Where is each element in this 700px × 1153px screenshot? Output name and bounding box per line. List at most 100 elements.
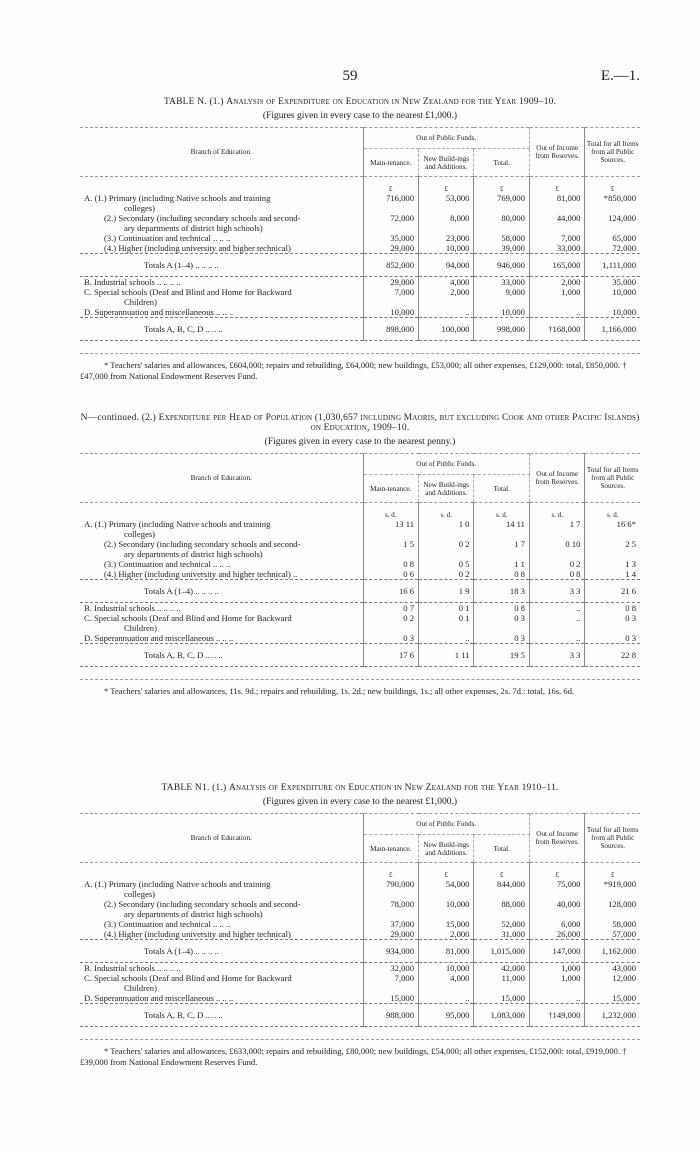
cell-value: 1,015,000 [473,939,530,963]
cell-value: .. [528,993,585,1004]
row-label-continuation: ary departments of district high schools… [124,549,263,559]
cell-value: 94,000 [417,253,474,277]
cell-value: 0 3 [473,613,530,633]
data-table: Branch of Education. Out of Public Funds.… [80,453,640,667]
cell-value: 1 7 [528,519,585,539]
row-label-continuation: Children) [124,983,157,993]
cell-value: 0 6 [362,569,419,580]
cell-value: 10,000 [362,307,419,318]
table-n-continued-section: N—continued. (2.) Expenditure per Head o… [80,413,640,697]
header-maintenance: Main-tenance. [362,148,419,177]
table-row: C. Special schools (Deaf and Blind and H… [80,973,640,993]
header-public-funds: Out of Public Funds. [362,127,530,149]
totals-row: Totals A (1–4) .. .. .. .. 852,000 94,000 9… [80,253,640,277]
row-label-continuation: colleges) [124,529,156,539]
table-row: (2.) Secondary (including secondary scho… [80,899,640,919]
row-label: (4.) Higher (including university and hi… [80,929,363,940]
unit-cell: £ [473,862,530,879]
cell-value: 844,000 [473,879,530,899]
unit-cell: £ [417,176,474,193]
cell-value: 31,000 [473,929,530,940]
cell-value: 32,000 [362,962,419,973]
cell-value: 1 5 [362,539,419,559]
cell-value: 124,000 [584,213,640,233]
cell-value: 58,000 [473,233,530,243]
table-row: (4.) Higher (including university and hi… [80,243,640,254]
cell-value: 33,000 [473,276,530,287]
cell-value: .. [528,633,585,644]
header-new-buildings: New Build-ings and Additions. [417,834,474,863]
row-label-text: (3.) Continuation and technical .. .. .. [104,919,231,929]
table-row: (4.) Higher (including university and hi… [80,569,640,580]
row-label: (3.) Continuation and technical .. .. .. [80,559,363,569]
table-row: B. Industrial schools .. .. .. .. 29,000 4… [80,276,640,287]
row-label: C. Special schools (Deaf and Blind and H… [80,973,363,993]
cell-value: 29,000 [362,929,419,940]
unit-cell: s. d. [362,502,419,519]
header-total-all: Total for all Items from all Public Sour… [584,813,640,863]
table-row: D. Superannuation and miscellaneous .. .… [80,633,640,644]
row-label-text: (3.) Continuation and technical .. .. .. [104,559,231,569]
footnote: * Teachers' salaries and allowances, £60… [80,353,640,382]
cell-value: 33,000 [528,243,585,254]
cell-value: 37,000 [362,919,419,929]
row-label-text: C. Special schools (Deaf and Blind and H… [84,973,292,983]
unit-cell: £ [362,176,419,193]
totals-row: Totals A, B, C, D .. .. .. 988,000 95,000 1… [80,1003,640,1027]
cell-value: 0 2 [528,559,585,569]
cell-value: 0 5 [417,559,474,569]
row-label: A. (1.) Primary (including Native school… [80,519,363,539]
row-label: (2.) Secondary (including secondary scho… [80,213,363,233]
header-branch: Branch of Education. [190,834,252,842]
cell-value: 0 1 [417,602,474,613]
cell-value: 1 4 [584,569,640,580]
row-label: (4.) Higher (including university and hi… [80,243,363,254]
cell-value: 21 6 [584,579,640,603]
cell-value: 898,000 [362,317,419,341]
cell-value: 52,000 [473,919,530,929]
table-row: C. Special schools (Deaf and Blind and H… [80,287,640,307]
cell-value: 72,000 [362,213,419,233]
row-label-continuation: colleges) [124,889,156,899]
cell-value: 88,000 [473,899,530,919]
cell-value: 1 7 [473,539,530,559]
header-maintenance: Main-tenance. [362,834,419,863]
header-total-all: Total for all Items from all Public Sour… [584,453,640,503]
cell-value: 0 2 [417,569,474,580]
row-label: Totals A, B, C, D .. .. .. [80,1003,364,1027]
table-n1-section: TABLE N1. (1.) Analysis of Expenditure o… [80,783,640,1068]
row-label-text: D. Superannuation and miscellaneous .. .… [84,633,234,643]
cell-value: .. [528,602,585,613]
row-label-text: (2.) Secondary (including secondary scho… [104,539,301,549]
header-total: Total. [473,834,530,863]
header-branch: Branch of Education. [190,148,252,156]
cell-value: 39,000 [473,243,530,254]
row-label-text: A. (1.) Primary (including Native school… [84,879,271,889]
row-label-text: A. (1.) Primary (including Native school… [84,519,271,529]
row-label: D. Superannuation and miscellaneous .. .… [80,633,363,644]
row-label-text: Totals A, B, C, D .. .. .. [144,324,223,334]
cell-value: 7,000 [362,287,419,307]
cell-value: 10,000 [473,307,530,318]
cell-value: 1,000 [528,287,585,307]
table-row: A. (1.) Primary (including Native school… [80,193,640,213]
cell-value: 3 3 [528,579,585,603]
cell-value: 1 1 [473,559,530,569]
table-row: D. Superannuation and miscellaneous .. .… [80,307,640,318]
cell-value: 44,000 [528,213,585,233]
cell-value: 769,000 [473,193,530,213]
row-label: B. Industrial schools .. .. .. .. [80,963,363,973]
header-public-funds: Out of Public Funds. [362,813,530,835]
cell-value: 1 3 [584,559,640,569]
table-row: (3.) Continuation and technical .. .. ..… [80,919,640,929]
table-row: (3.) Continuation and technical .. .. ..… [80,559,640,569]
header-reserves: Out of Income from Reserves. [528,453,585,503]
cell-value: 18 3 [473,579,530,603]
row-label: C. Special schools (Deaf and Blind and H… [80,287,363,307]
row-label-text: (4.) Higher (including university and hi… [104,929,291,939]
row-label-text: (4.) Higher (including university and hi… [104,243,291,253]
cell-value: 23,000 [417,233,474,243]
unit-cell: £ [362,862,419,879]
